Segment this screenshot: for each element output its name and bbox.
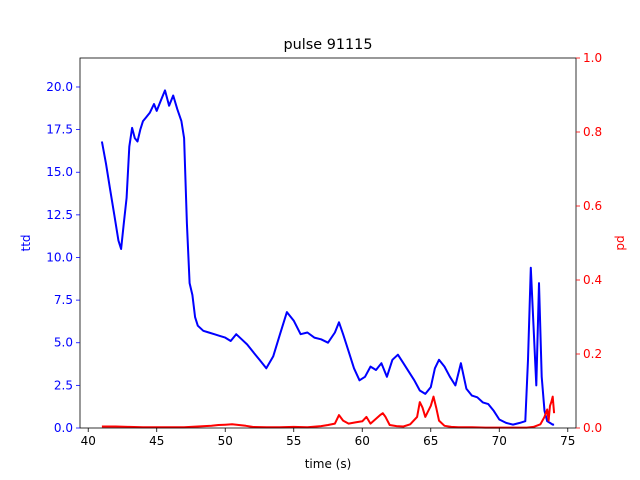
right-tick-label: 1.0 <box>583 51 602 65</box>
x-tick-label: 60 <box>355 434 370 448</box>
left-tick-label: 15.0 <box>46 165 73 179</box>
left-tick-label: 5.0 <box>54 336 73 350</box>
x-tick-label: 40 <box>81 434 96 448</box>
right-tick-label: 0.8 <box>583 125 602 139</box>
x-axis-label: time (s) <box>305 457 352 471</box>
left-tick-label: 7.5 <box>54 293 73 307</box>
right-axis-ticks: 0.0 0.2 0.4 0.6 0.8 1.0 <box>576 51 602 435</box>
x-tick-label: 75 <box>560 434 575 448</box>
right-tick-label: 0.0 <box>583 421 602 435</box>
x-tick-label: 65 <box>423 434 438 448</box>
left-tick-label: 2.5 <box>54 378 73 392</box>
ttd-series-line <box>100 89 555 426</box>
x-tick-label: 50 <box>218 434 233 448</box>
x-axis-ticks: 40 45 50 55 60 65 70 75 <box>81 428 575 448</box>
plot-frame <box>79 57 577 429</box>
left-tick-label: 10.0 <box>46 250 73 264</box>
x-tick-label: 45 <box>149 434 164 448</box>
left-tick-label: 17.5 <box>46 123 73 137</box>
left-axis-ticks: 0.0 2.5 5.0 7.5 10.0 12.5 15.0 17.5 20.0 <box>46 80 80 435</box>
left-tick-label: 20.0 <box>46 80 73 94</box>
right-tick-label: 0.6 <box>583 199 602 213</box>
left-tick-label: 0.0 <box>54 421 73 435</box>
right-tick-label: 0.4 <box>583 273 602 287</box>
right-tick-label: 0.2 <box>583 347 602 361</box>
x-tick-label: 70 <box>492 434 507 448</box>
x-tick-label: 55 <box>286 434 301 448</box>
chart-title: pulse 91115 <box>284 37 373 53</box>
left-axis-label: ttd <box>19 234 33 251</box>
right-axis-label: pd <box>613 235 627 250</box>
left-tick-label: 12.5 <box>46 208 73 222</box>
